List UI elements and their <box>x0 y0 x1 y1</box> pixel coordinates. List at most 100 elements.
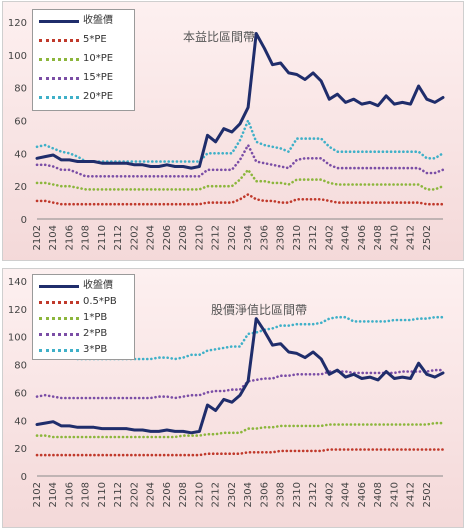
legend-swatch <box>39 20 79 23</box>
series-line-2 <box>35 421 445 439</box>
legend-swatch <box>39 317 79 320</box>
x-tick-label: 2106 <box>64 225 75 250</box>
x-tick-label: 2402 <box>324 482 335 507</box>
y-tick-label: 100 <box>8 333 27 344</box>
x-tick-label: 2408 <box>373 482 384 507</box>
y-tick-label: 60 <box>14 117 27 128</box>
x-tick-label: 2402 <box>324 225 335 250</box>
legend-label: 1*PB <box>83 312 108 323</box>
legend-label: 收盤價 <box>83 15 113 26</box>
pb-band-plot: 0 20 40 60 80 100 120 140 2102 2104 2106 2108 2110 21… <box>8 277 445 507</box>
x-tick-label: 2108 <box>81 225 92 250</box>
legend-label: 5*PE <box>83 34 107 45</box>
legend-swatch <box>39 39 79 42</box>
x-tick-label: 2106 <box>64 482 75 507</box>
x-tick-label: 2410 <box>389 225 400 250</box>
series-line-3 <box>35 368 445 400</box>
x-tick-label: 2210 <box>194 225 205 250</box>
y-tick-label: 0 <box>21 472 27 483</box>
series-line-1 <box>35 193 445 206</box>
legend-item: 收盤價 <box>33 14 134 28</box>
x-tick-label: 2406 <box>357 225 368 250</box>
legend-label: 2*PB <box>83 328 108 339</box>
x-tick-label: 2312 <box>308 225 319 250</box>
y-tick-label: 140 <box>8 277 27 288</box>
legend-item: 2*PB <box>33 327 134 341</box>
x-tick-label: 2206 <box>162 482 173 507</box>
legend-item: 3*PB <box>33 343 134 357</box>
x-tick-label: 2502 <box>422 225 433 250</box>
x-tick-label: 2304 <box>243 225 254 250</box>
legend-label: 收盤價 <box>83 280 113 291</box>
y-tick-label: 20 <box>14 444 27 455</box>
pb-legend: 收盤價 0.5*PB 1*PB 2*PB 3*PB <box>32 274 135 360</box>
x-tick-label: 2212 <box>211 482 222 507</box>
legend-item: 15*PE <box>33 71 134 85</box>
legend-swatch <box>39 333 79 336</box>
x-tick-label: 2110 <box>97 482 108 507</box>
pe-band-chart: 0 20 40 60 80 100 120 2102 2104 2106 2108 2110 2112 2… <box>2 1 464 261</box>
y-tick-label: 100 <box>8 51 27 62</box>
y-tick-label: 60 <box>14 388 27 399</box>
x-tick-label: 2308 <box>276 225 287 250</box>
legend-item: 20*PE <box>33 90 134 104</box>
x-tick-label: 2112 <box>113 482 124 507</box>
legend-swatch <box>39 301 79 304</box>
x-tick-label: 2206 <box>162 225 173 250</box>
x-tick-label: 2310 <box>292 482 303 507</box>
x-tick-label: 2202 <box>129 225 140 250</box>
series-line-2 <box>35 168 445 191</box>
pb-chart-title: 股價淨值比區間帶 <box>211 303 308 317</box>
x-tick-label: 2404 <box>341 225 352 250</box>
series-line-0 <box>35 317 445 435</box>
series-line-4 <box>35 119 445 163</box>
legend-swatch <box>39 349 79 352</box>
legend-swatch <box>39 77 79 80</box>
x-tick-label: 2302 <box>227 482 238 507</box>
legend-swatch <box>39 58 79 61</box>
x-tick-label: 2208 <box>178 482 189 507</box>
x-tick-label: 2212 <box>211 225 222 250</box>
series-line-1 <box>35 448 445 457</box>
x-tick-label: 2412 <box>406 482 417 507</box>
legend-label: 15*PE <box>83 72 114 83</box>
legend-label: 10*PE <box>83 53 114 64</box>
x-tick-label: 2412 <box>406 225 417 250</box>
x-tick-label: 2108 <box>81 482 92 507</box>
legend-item: 1*PB <box>33 311 134 325</box>
x-tick-label: 2306 <box>259 225 270 250</box>
x-tick-label: 2310 <box>292 225 303 250</box>
x-tick-label: 2202 <box>129 482 140 507</box>
x-tick-label: 2306 <box>259 482 270 507</box>
pe-band-plot: 0 20 40 60 80 100 120 2102 2104 2106 2108 2110 2112 2… <box>8 18 445 250</box>
x-tick-label: 2408 <box>373 225 384 250</box>
legend-item: 5*PE <box>33 33 134 47</box>
x-tick-label: 2204 <box>146 225 157 250</box>
legend-label: 20*PE <box>83 91 114 102</box>
series-line-4 <box>35 315 445 361</box>
x-tick-label: 2308 <box>276 482 287 507</box>
y-tick-label: 40 <box>14 416 27 427</box>
y-tick-label: 20 <box>14 182 27 193</box>
x-tick-label: 2302 <box>227 225 238 250</box>
legend-item: 收盤價 <box>33 279 134 293</box>
y-tick-label: 0 <box>21 215 27 226</box>
legend-swatch <box>39 285 79 288</box>
legend-swatch <box>39 96 79 99</box>
x-tick-label: 2204 <box>146 482 157 507</box>
x-tick-label: 2104 <box>48 225 59 250</box>
series-line-0 <box>35 32 445 170</box>
pe-chart-title: 本益比區間帶 <box>183 30 256 44</box>
legend-label: 3*PB <box>83 344 108 355</box>
x-tick-label: 2502 <box>422 482 433 507</box>
series-line-3 <box>35 143 445 178</box>
y-tick-label: 120 <box>8 18 27 29</box>
x-tick-label: 2104 <box>48 482 59 507</box>
pe-legend: 收盤價 5*PE 10*PE 15*PE 20*PE <box>32 9 135 111</box>
x-tick-label: 2312 <box>308 482 319 507</box>
legend-item: 10*PE <box>33 52 134 66</box>
x-tick-label: 2112 <box>113 225 124 250</box>
x-tick-label: 2102 <box>32 482 43 507</box>
x-tick-label: 2410 <box>389 482 400 507</box>
x-tick-label: 2304 <box>243 482 254 507</box>
